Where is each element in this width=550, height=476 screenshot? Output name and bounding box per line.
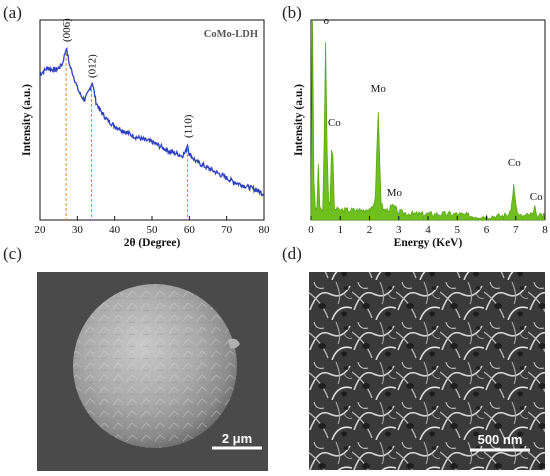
- eds-plot-frame: [310, 19, 546, 221]
- xrd-x-tick-label: 50: [147, 224, 159, 236]
- microsphere-texture: [73, 284, 237, 448]
- xrd-peak-label: (110): [182, 114, 194, 138]
- sem-image-nanosheets: 500 nm: [309, 272, 545, 470]
- eds-peak-label: o: [323, 15, 329, 27]
- eds-x-tick-label: 1: [338, 224, 344, 236]
- xrd-plot-frame: [39, 19, 265, 221]
- eds-peak-label: Co: [508, 157, 521, 169]
- xrd-x-tick-label: 40: [109, 224, 121, 236]
- eds-y-axis-label: Intensity (a.u.): [293, 84, 305, 156]
- scale-label-d: 500 nm: [478, 432, 523, 447]
- nanosheet-texture: [309, 272, 545, 470]
- xrd-chart: CoMo-LDH (006)(012)(110) 20 30 40 50 60 70 80 …: [21, 18, 270, 249]
- eds-x-tick-label: 8: [542, 224, 548, 236]
- eds-x-tick-label: 7: [513, 224, 519, 236]
- xrd-x-tick-label: 70: [221, 224, 233, 236]
- xrd-x-axis-label: 2θ (Degree): [124, 237, 181, 249]
- sphere-fragment: [228, 338, 240, 349]
- eds-x-tick-label: 3: [396, 224, 402, 236]
- xrd-y-axis-label: Intensity (a.u.): [21, 84, 33, 156]
- eds-spectrum-area: [310, 19, 546, 221]
- xrd-series-line: [39, 46, 265, 197]
- xrd-peak-label: (012): [87, 54, 99, 78]
- xrd-peak-label: (006): [61, 18, 73, 42]
- panel-label-a: (a): [3, 3, 22, 22]
- xrd-x-tick-label: 30: [72, 224, 84, 236]
- sem-image-sphere: 2 μm: [37, 272, 268, 471]
- xrd-x-tick-label: 60: [184, 224, 196, 236]
- panel-label-c: (c): [3, 244, 22, 263]
- eds-x-axis-label: Energy (KeV): [394, 237, 463, 249]
- eds-peak-label: Mo: [371, 83, 387, 95]
- eds-chart: o Co Mo Mo Co Co 0 1 2 3 4 5 6 7 8 Energy (KeV) Inten…: [293, 15, 548, 249]
- xrd-title: CoMo-LDH: [204, 29, 258, 40]
- xrd-x-tick-label: 80: [259, 224, 271, 236]
- scale-label-c: 2 μm: [222, 431, 252, 446]
- eds-peak-label: Mo: [387, 187, 403, 199]
- eds-x-tick-label: 5: [455, 224, 461, 236]
- eds-peak-label: Co: [328, 117, 341, 129]
- panel-label-b: (b): [282, 3, 302, 22]
- eds-peak-label: Co: [530, 191, 543, 203]
- xrd-x-tick-label: 20: [35, 224, 47, 236]
- eds-x-tick-label: 2: [367, 224, 373, 236]
- eds-x-tick-label: 4: [425, 224, 431, 236]
- eds-x-tick-label: 0: [308, 224, 314, 236]
- panel-label-d: (d): [282, 244, 302, 263]
- eds-x-tick-label: 6: [484, 224, 490, 236]
